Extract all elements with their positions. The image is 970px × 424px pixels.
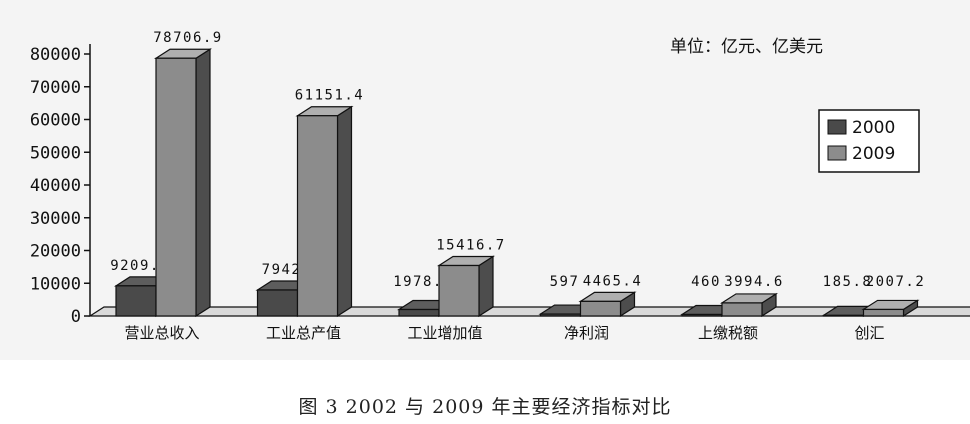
data-label-2000-4: 460: [691, 274, 721, 290]
data-label-2000-5: 185.8: [823, 274, 873, 290]
legend: 2000 2009: [818, 109, 920, 173]
bar-2009-2: [436, 255, 496, 318]
y-tick-label: 30000: [30, 209, 81, 229]
y-tick-label: 40000: [30, 176, 81, 196]
y-tick-label: 70000: [30, 78, 81, 98]
y-tick-label: 50000: [30, 143, 81, 163]
bar-front: [155, 57, 197, 317]
chart-area: 0 10000 20000 30000 40000 50000 60000 70000 8000…: [0, 0, 970, 360]
bar-front: [539, 313, 582, 317]
data-label-2009-2: 15416.7: [436, 238, 506, 254]
data-label-2000-3: 597: [550, 274, 580, 290]
bar-2009-5: [861, 299, 920, 318]
bar-front: [256, 289, 299, 317]
data-label-2000-0: 9209.3: [110, 258, 170, 274]
y-tick-label: 60000: [30, 111, 81, 131]
bar-2009-4: [719, 292, 779, 318]
data-label-2009-4: 3994.6: [724, 274, 784, 290]
bar-front: [579, 300, 622, 317]
bar-front: [822, 314, 865, 317]
data-label-2009-0: 78706.9: [153, 30, 223, 46]
legend-swatch-2000: [827, 119, 847, 135]
legend-label-2009: 2009: [852, 144, 895, 164]
figure-caption: 图 3 2002 与 2009 年主要经济指标对比: [298, 396, 672, 418]
y-tick-label: 80000: [30, 45, 81, 65]
bar-front: [681, 313, 723, 317]
x-category-label: 创汇: [854, 324, 884, 342]
legend-swatch-2009: [827, 145, 847, 161]
data-label-2009-5: 2007.2: [866, 274, 926, 290]
bar-2009-3: [578, 291, 637, 318]
x-category-label: 上缴税额: [698, 324, 758, 342]
bar-front: [862, 308, 905, 317]
bar-2009-1: [295, 105, 354, 318]
y-tick-label: 20000: [30, 242, 81, 262]
data-label-2000-1: 7942: [262, 262, 302, 278]
x-category-label: 营业总收入: [124, 324, 199, 342]
data-label-2009-3: 4465.4: [583, 273, 643, 289]
bar-front: [721, 302, 763, 317]
bar-front: [115, 285, 157, 317]
bar-front: [438, 264, 480, 317]
bar-2009-0: [153, 48, 213, 318]
bar-front: [296, 115, 339, 317]
x-category-label: 净利润: [564, 324, 609, 342]
bar-side: [478, 255, 494, 318]
bar-chart: 0 10000 20000 30000 40000 50000 60000 70000 8000…: [30, 30, 970, 342]
unit-note: 单位：亿元、亿美元: [670, 37, 823, 57]
bar-side: [336, 105, 353, 318]
data-label-2009-1: 61151.4: [295, 88, 365, 104]
x-category-label: 工业增加值: [407, 324, 482, 342]
y-tick-label: 10000: [30, 274, 81, 294]
bar-front: [398, 308, 440, 317]
bar-side: [195, 48, 211, 318]
data-label-2000-2: 1978.8: [393, 274, 453, 290]
x-category-label: 工业总产值: [266, 324, 341, 342]
legend-label-2000: 2000: [852, 118, 895, 138]
y-tick-label: 0: [71, 307, 81, 327]
